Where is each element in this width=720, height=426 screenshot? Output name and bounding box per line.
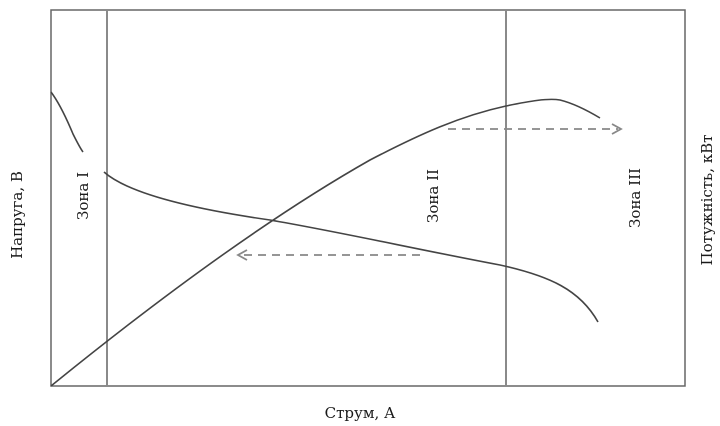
voltage-curve bbox=[103, 171, 599, 323]
y-axis-left-label: Напруга, В bbox=[8, 171, 26, 259]
plot-frame bbox=[50, 9, 686, 387]
voltage-curve-start bbox=[50, 91, 84, 153]
power-arrow-head bbox=[611, 123, 623, 135]
y-axis-right-label: Потужність, кВт bbox=[698, 135, 716, 266]
zone-1-label: Зона I bbox=[74, 172, 92, 220]
power-curve bbox=[50, 98, 601, 387]
zone-2-label: Зона II bbox=[424, 169, 442, 223]
zone-3-label: Зона III bbox=[626, 168, 644, 228]
voltage-arrow-head bbox=[236, 249, 248, 261]
x-axis-label: Струм, А bbox=[325, 404, 396, 422]
